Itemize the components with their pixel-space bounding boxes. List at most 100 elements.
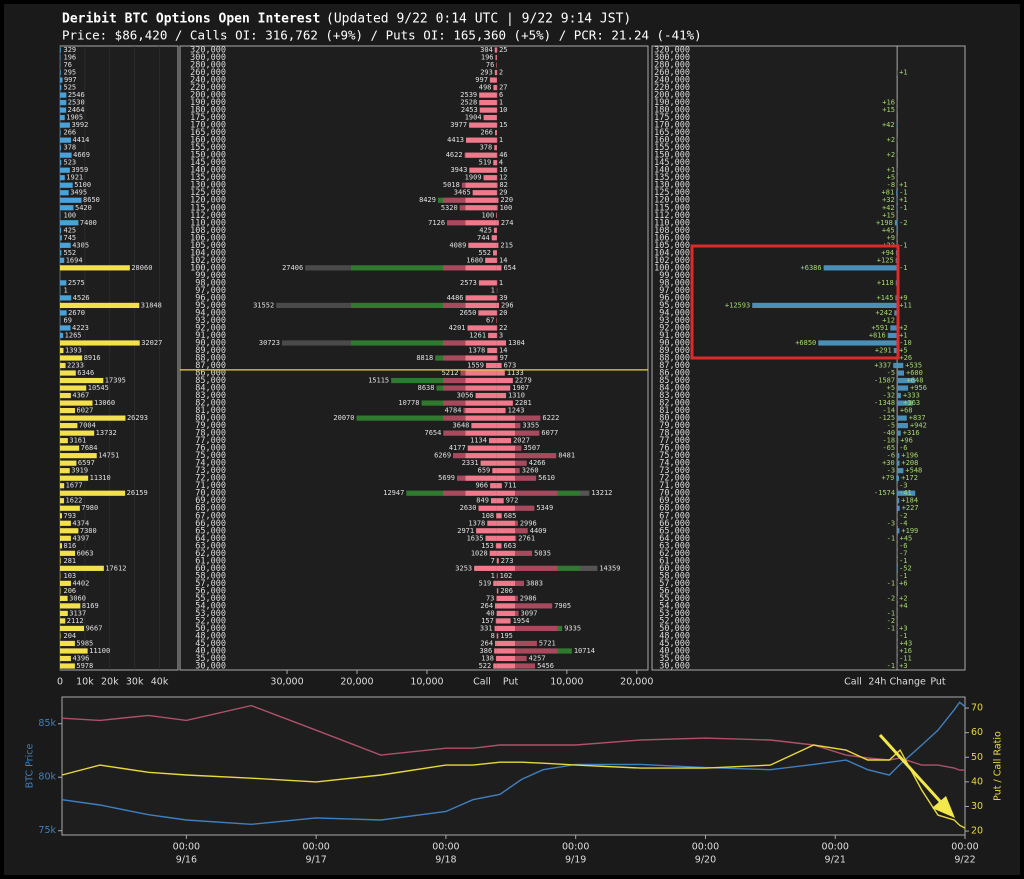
call-change-label: -1 (887, 624, 895, 632)
put-change-label: -1 (899, 632, 907, 640)
oi-label: 1393 (65, 346, 82, 354)
strike-label: 150,000 (190, 151, 226, 161)
strike-label: 108,000 (190, 226, 226, 236)
call-label: 1904 (465, 114, 482, 122)
strike-label: 63,000 (195, 541, 226, 551)
strike-label: 120,000 (190, 196, 226, 206)
put-change-label: +3 (899, 624, 907, 632)
call-change-label: +5 (887, 384, 895, 392)
strike-label: 102,000 (190, 256, 226, 266)
put-change-label: +4 (899, 602, 907, 610)
put-bar (496, 468, 520, 474)
strike-label: 155,000 (654, 143, 690, 153)
call-bar (461, 182, 497, 188)
put-change-label: -2 (899, 219, 907, 227)
call-change-bar (893, 347, 898, 354)
call-change-label: -18 (882, 437, 895, 445)
put-bar (496, 520, 518, 526)
call-change-bar (896, 190, 898, 196)
oi-label: 1905 (66, 114, 83, 122)
strike-label: 92,000 (659, 323, 690, 333)
update-note: (Updated 9/22 0:14 UTC | 9/22 9:14 JST) (326, 12, 631, 27)
oi-bar (60, 152, 72, 158)
call-label: 1378 (468, 346, 485, 354)
oi-bar (60, 250, 62, 256)
strike-label: 105,000 (190, 241, 226, 251)
strike-label: 170,000 (190, 121, 226, 131)
strike-label: 63,000 (659, 541, 690, 551)
call-label: 378 (480, 144, 493, 152)
put-label: 6222 (542, 414, 559, 422)
put-bar (496, 197, 499, 203)
call-label: 30723 (259, 339, 280, 347)
put-label: 654 (503, 264, 516, 272)
put-change-bar (897, 377, 905, 384)
put-bar (496, 423, 521, 429)
put-label: 4409 (530, 527, 547, 535)
strike-label: 112,000 (654, 211, 690, 221)
strike-label: 280,000 (190, 61, 226, 71)
oi-label: 76 (64, 61, 72, 69)
put-label: 29 (499, 189, 507, 197)
put-label: 7905 (554, 602, 571, 610)
oi-bar (60, 460, 77, 466)
put-change-label: +363 (903, 399, 920, 407)
call-change-bar (897, 377, 916, 384)
strike-label: 61,000 (659, 556, 690, 566)
x-tick-date: 9/22 (954, 855, 975, 866)
put-label: 6 (499, 91, 503, 99)
call-bar (493, 160, 497, 166)
strike-label: 64,000 (659, 534, 690, 544)
put-label: 9335 (564, 624, 581, 632)
oi-bar (60, 370, 76, 376)
put-bar (496, 370, 505, 376)
strike-label: 94,000 (195, 308, 226, 318)
strike-label: 30,000 (195, 662, 226, 672)
call-change-label: -1574 (874, 489, 895, 497)
call-change-label: -2 (887, 617, 895, 625)
strike-label: 120,000 (654, 196, 690, 206)
y-axis-label: BTC Price (25, 744, 36, 789)
oi-bar (60, 648, 88, 654)
call-bar (447, 220, 497, 226)
oi-bar (60, 400, 93, 406)
strike-label: 35,000 (195, 654, 226, 664)
x-tick-label: 10,000 (550, 677, 583, 688)
oi-label: 4305 (72, 241, 89, 249)
oi-label: 8916 (84, 354, 101, 362)
put-label: 10714 (574, 647, 595, 655)
strike-label: 45,000 (659, 639, 690, 649)
put-bar (496, 460, 527, 466)
oi-label: 11100 (89, 647, 110, 655)
call-bar (479, 107, 497, 113)
oi-label: 3919 (71, 467, 88, 475)
oi-label: 7004 (79, 422, 96, 430)
put-change-label: +43 (900, 639, 913, 647)
y-tick-label: 85k (38, 718, 56, 729)
put-label: 14 (499, 346, 507, 354)
call-change-label: -2 (887, 594, 895, 602)
put-change-label: +600 (906, 369, 923, 377)
oi-bar (60, 468, 70, 474)
call-label: 108 (481, 512, 494, 520)
oi-label: 997 (64, 76, 77, 84)
call-change-label: -3 (887, 519, 895, 527)
call-label: 1635 (467, 534, 484, 542)
strike-label: 145,000 (190, 158, 226, 168)
call-bar (495, 603, 497, 609)
call-change-bar (895, 295, 898, 301)
call-label: 498 (479, 84, 492, 92)
oi-bar (60, 310, 67, 316)
strike-label: 165,000 (654, 128, 690, 138)
call-bar (494, 69, 497, 76)
strike-label: 80,000 (195, 414, 226, 424)
oi-bar (60, 295, 72, 301)
call-bar (479, 99, 497, 106)
call-bar (406, 490, 497, 496)
put-change-label: +2 (899, 594, 907, 602)
strike-label: 90,000 (659, 338, 690, 348)
oi-bar (60, 640, 75, 647)
put-label: 685 (504, 512, 517, 520)
oi-bar (60, 423, 78, 429)
